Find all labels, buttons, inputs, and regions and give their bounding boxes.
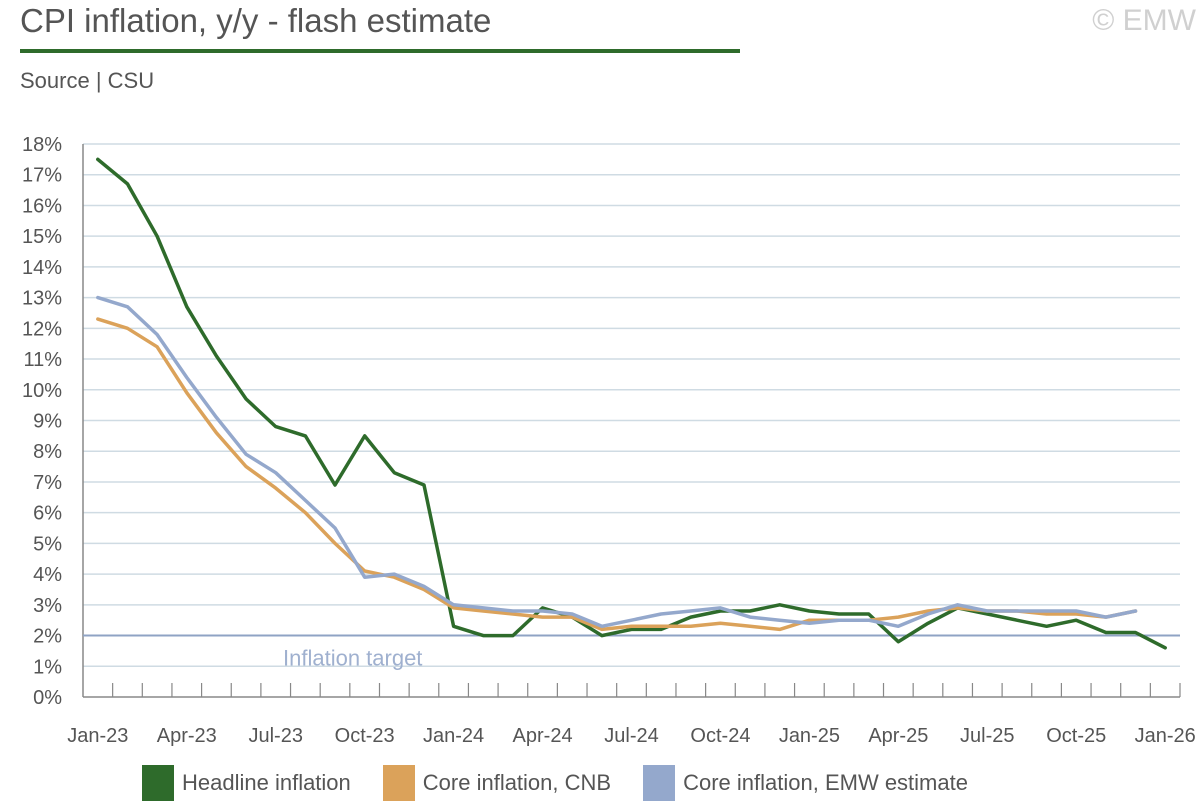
y-tick-label: 8% (33, 441, 62, 463)
x-tick-label: Jul-25 (960, 725, 1014, 747)
x-tick-label: Apr-23 (157, 725, 217, 747)
x-tick-label: Oct-23 (335, 725, 395, 747)
chart-title: CPI inflation, y/y - flash estimate (20, 2, 492, 39)
y-tick-label: 6% (33, 503, 62, 525)
title-underline (20, 49, 740, 53)
y-tick-label: 18% (22, 134, 62, 156)
x-tick-label: Oct-24 (690, 725, 750, 747)
y-tick-label: 13% (22, 288, 62, 310)
y-tick-label: 2% (33, 626, 62, 648)
copyright-mark: © EMW (1092, 4, 1196, 37)
y-tick-label: 4% (33, 564, 62, 586)
legend-label-core-cnb: Core inflation, CNB (422, 770, 612, 795)
chart-source: Source | CSU (20, 68, 155, 93)
x-tick-label: Oct-25 (1046, 725, 1106, 747)
y-tick-label: 7% (33, 472, 62, 494)
chart-legend: Headline inflation Core inflation, CNB C… (142, 765, 1000, 801)
series-line-headline-inflation (96, 157, 1167, 650)
legend-swatch-headline (142, 765, 174, 801)
x-tick-label: Apr-24 (513, 725, 573, 747)
y-tick-label: 12% (22, 318, 62, 340)
legend-label-headline: Headline inflation (182, 770, 351, 795)
y-tick-label: 15% (22, 226, 62, 248)
y-tick-label: 11% (23, 349, 62, 371)
legend-swatch-core-emw (643, 765, 676, 801)
legend-item-core-emw: Core inflation, EMW estimate (643, 765, 968, 801)
series-line-core-inflation-cnb (96, 317, 1138, 632)
legend-swatch-core-cnb (382, 765, 415, 801)
x-tick-label: Jan-26 (1135, 725, 1196, 747)
y-tick-label: 14% (22, 257, 62, 279)
y-tick-label: 9% (33, 411, 62, 433)
x-tick-label: Jul-23 (248, 725, 302, 747)
y-tick-label: 16% (22, 195, 62, 217)
y-tick-label: 1% (33, 656, 62, 678)
y-tick-label: 10% (22, 380, 62, 402)
line-chart: 0% 1% 2% 3% 4% 5% 6% 7% 8% 9% 10% 11% 12% 13% 14% 15% 16… (22, 134, 1196, 747)
x-tick-label: Jul-24 (604, 725, 658, 747)
legend-item-core-cnb: Core inflation, CNB (382, 765, 612, 801)
legend-label-core-emw: Core inflation, EMW estimate (683, 770, 968, 795)
y-tick-label: 5% (33, 533, 62, 555)
y-tick-label: 17% (22, 165, 62, 187)
x-tick-label: Jan-24 (423, 725, 484, 747)
x-tick-label: Jan-25 (779, 725, 840, 747)
y-tick-label: 3% (33, 595, 62, 617)
series-line-core-inflation-emw-estimate (96, 295, 1138, 629)
inflation-target-label: Inflation target (283, 646, 422, 671)
y-tick-label: 0% (33, 687, 62, 709)
x-tick-label: Apr-25 (868, 725, 928, 747)
legend-item-headline: Headline inflation (142, 765, 351, 801)
x-tick-label: Jan-23 (67, 725, 128, 747)
